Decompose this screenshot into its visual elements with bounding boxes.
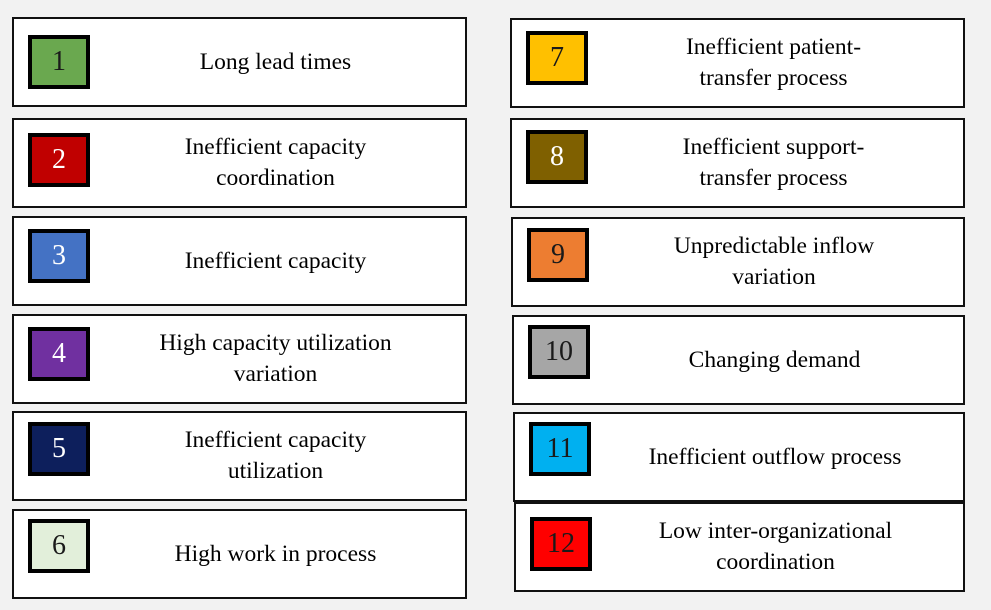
item-number: 7 [550,42,564,73]
color-swatch: 8 [526,130,588,184]
legend-item-5: 5 Inefficient capacity utilization [12,411,467,501]
legend-item-8: 8 Inefficient support- transfer process [510,118,965,208]
item-number: 9 [551,239,565,270]
item-label: Inefficient capacity utilization [184,427,367,484]
item-number: 2 [52,144,66,175]
legend-item-12: 12 Low inter-organizational coordination [514,502,965,592]
item-number: 1 [52,46,66,77]
item-number: 6 [52,530,66,561]
legend-item-4: 4 High capacity utilization variation [12,314,467,404]
item-number: 4 [52,338,66,369]
legend-item-3: 3 Inefficient capacity [12,216,467,306]
item-number: 12 [547,528,575,559]
legend-item-7: 7 Inefficient patient- transfer process [510,18,965,108]
item-number: 10 [545,336,573,367]
item-label: Low inter-organizational coordination [658,518,893,575]
color-swatch: 3 [28,229,90,283]
item-number: 8 [550,141,564,172]
item-number: 3 [52,240,66,271]
color-swatch: 11 [529,422,591,476]
color-swatch: 7 [526,31,588,85]
item-label: Inefficient capacity [184,247,367,274]
legend-item-9: 9 Unpredictable inflow variation [511,217,965,307]
legend-item-2: 2 Inefficient capacity coordination [12,118,467,208]
color-swatch: 2 [28,133,90,187]
item-label: Changing demand [688,346,861,373]
item-label: High capacity utilization variation [159,330,392,387]
legend-item-6: 6 High work in process [12,509,467,599]
color-swatch: 5 [28,422,90,476]
legend-item-11: 11 Inefficient outflow process [513,412,965,502]
item-number: 5 [52,433,66,464]
color-swatch: 10 [528,325,590,379]
color-swatch: 9 [527,228,589,282]
item-label: Inefficient capacity coordination [184,134,367,191]
legend-item-10: 10 Changing demand [512,315,965,405]
item-number: 11 [546,433,574,464]
item-label: Inefficient patient- transfer process [685,34,862,91]
color-swatch: 12 [530,517,592,571]
color-swatch: 1 [28,35,90,89]
item-label: Inefficient outflow process [648,443,902,470]
item-label: Inefficient support- transfer process [682,134,865,191]
item-label: Unpredictable inflow variation [673,233,875,290]
color-swatch: 6 [28,519,90,573]
color-swatch: 4 [28,327,90,381]
item-label: Long lead times [199,48,352,75]
item-label: High work in process [174,540,377,567]
legend-item-1: 1 Long lead times [12,17,467,107]
